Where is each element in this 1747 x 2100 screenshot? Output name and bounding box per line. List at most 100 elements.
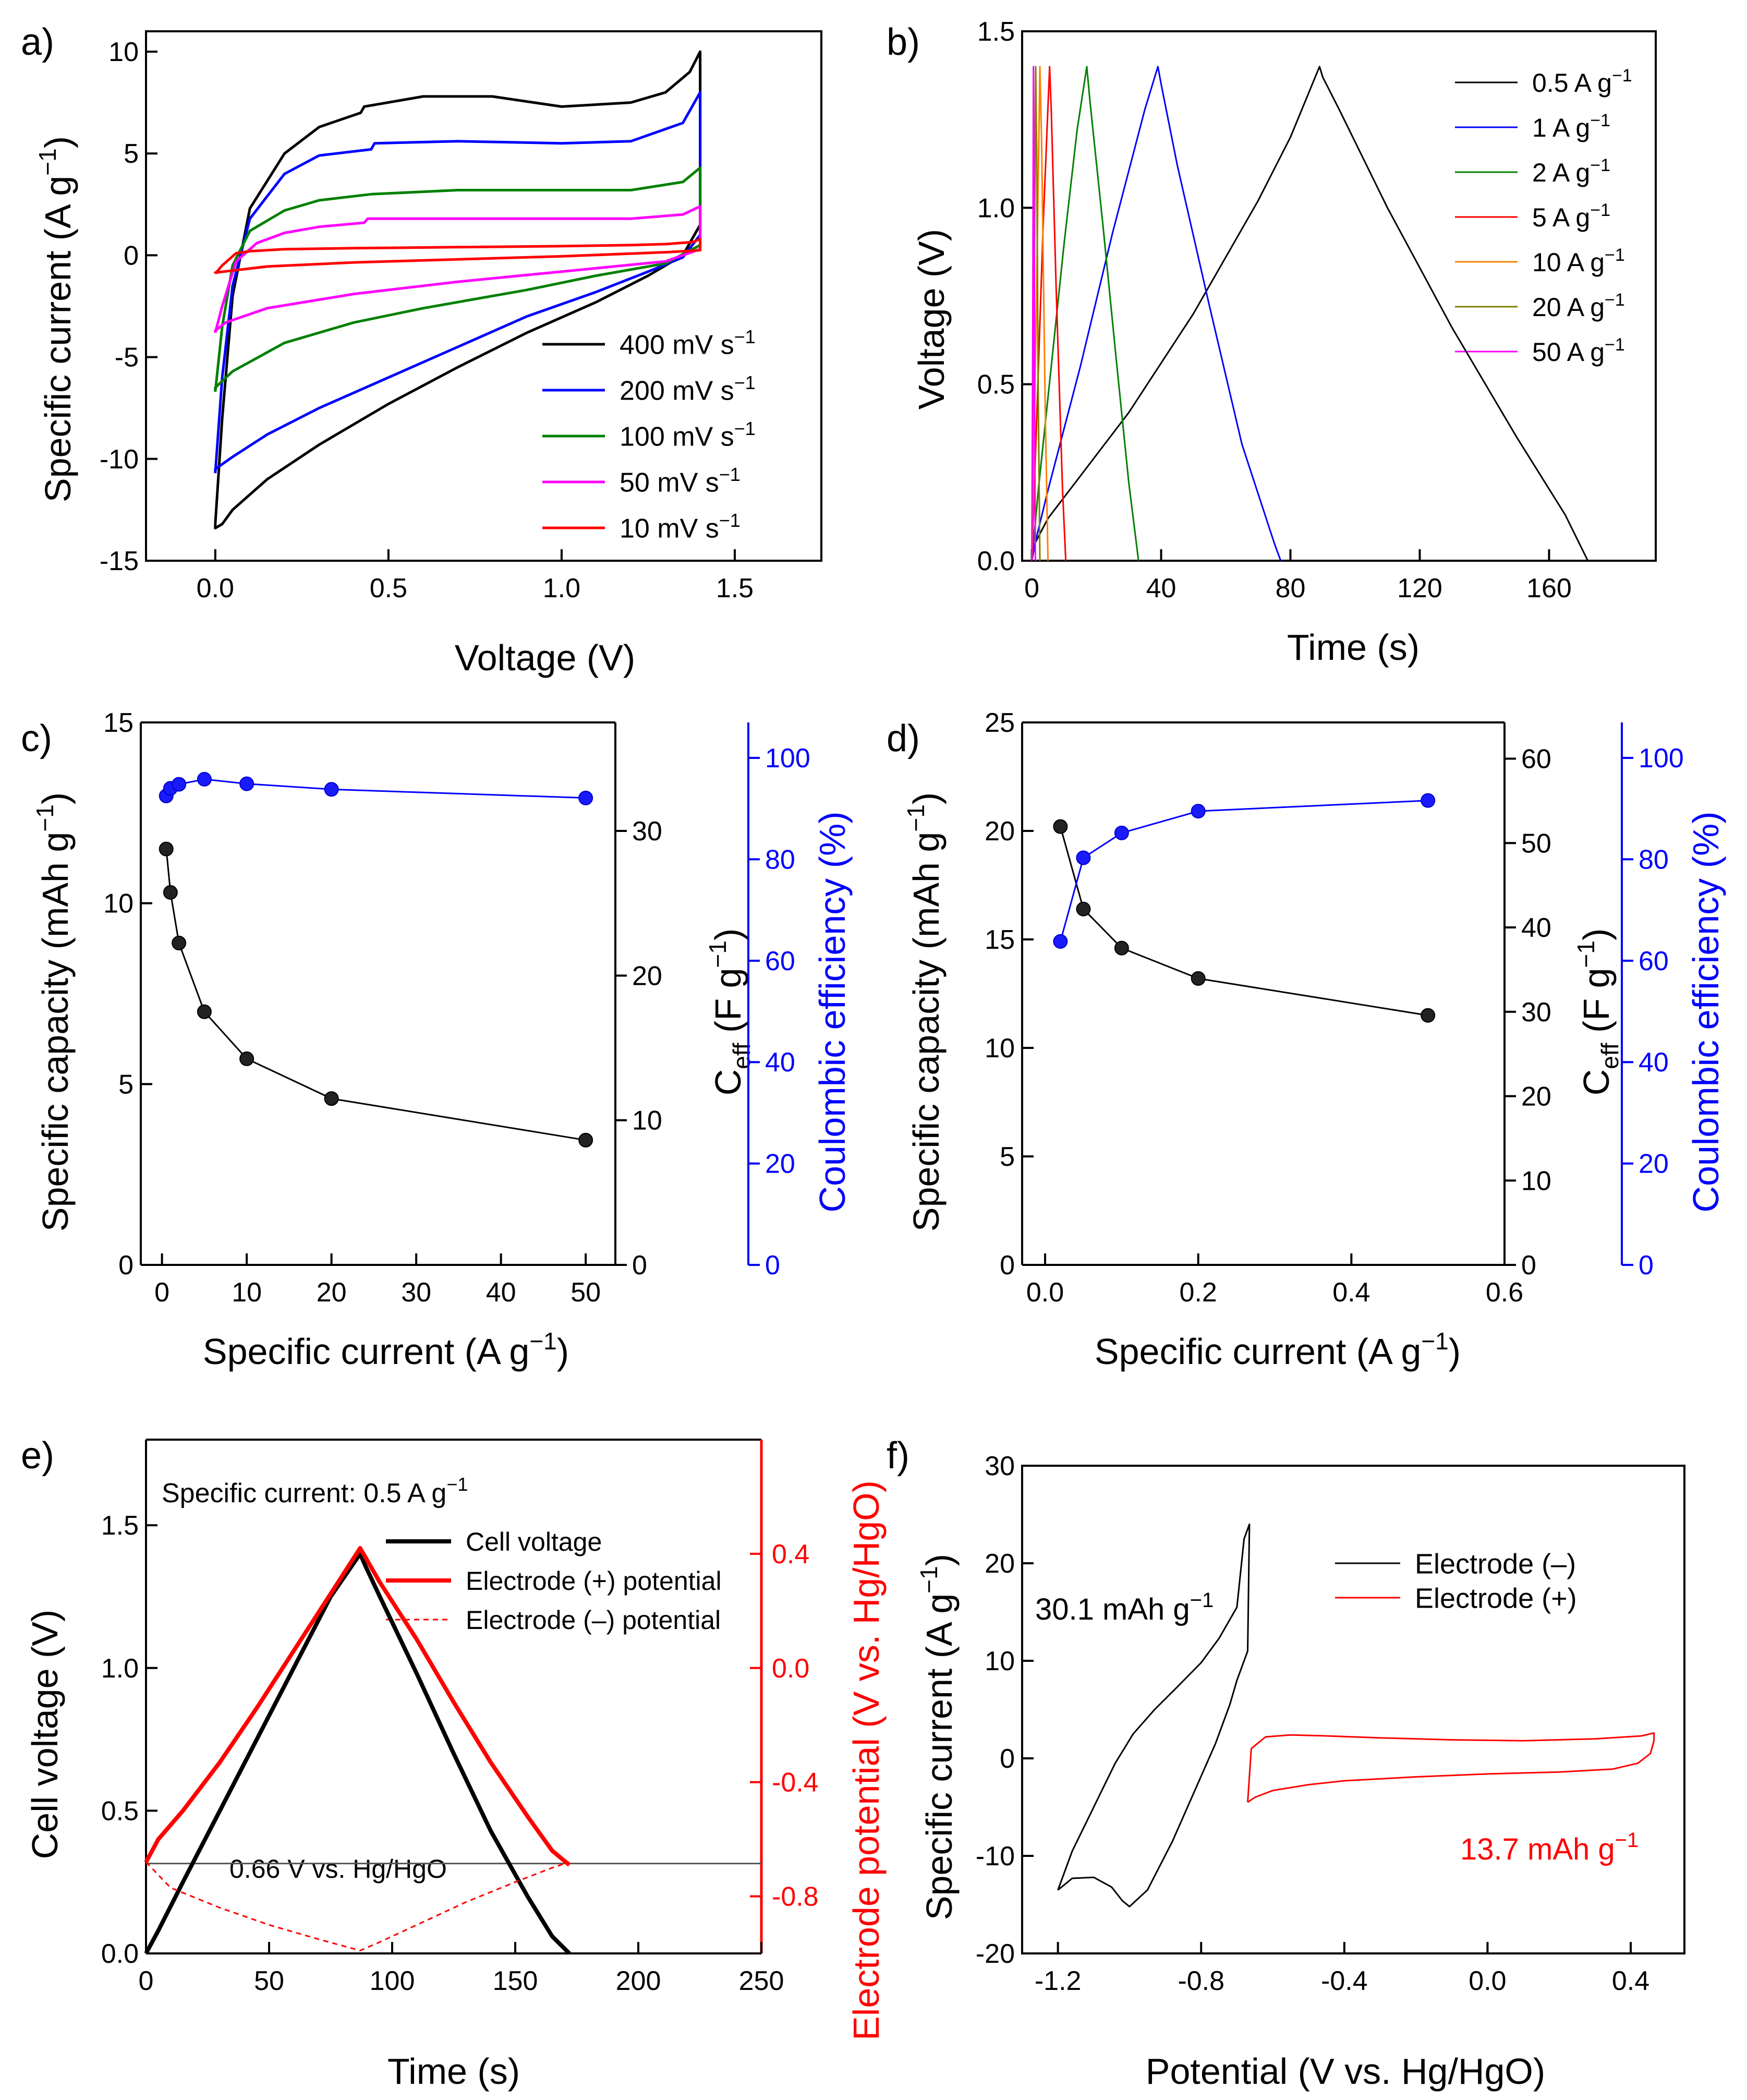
panel-c-efficiency-point [197,771,212,787]
panel-c-ytick-label-ceff: 10 [632,1106,662,1136]
panel-a-legend-entry: 400 mV s−1 [620,326,756,360]
panel-f-plot-frame [1021,1465,1685,1954]
panel-e-ytick-label: 0.0 [101,1939,139,1969]
panel-d-xtick-label: 0.4 [1332,1277,1370,1308]
panel-d-ytick-label-ceff: 0 [1521,1250,1536,1281]
panel-e-reference-label: 0.66 V vs. Hg/HgO [229,1854,447,1884]
panel-a-ytick-label: 5 [124,139,139,169]
panel-a-ylabel: Specific current (A g−1) [34,136,78,502]
panel-b-legend-entry: 1 A g−1 [1532,111,1610,142]
panel-a-legend-entry: 10 mV s−1 [620,510,741,544]
panel-d-capacity-point [1421,1008,1436,1023]
panel-f-series-line [1057,1523,1251,1908]
panel-b-ytick-label: 1.0 [977,193,1015,223]
panel-e-current-annotation: Specific current: 0.5 A g−1 [162,1474,468,1508]
panel-f-ytick-label: 0 [1000,1744,1015,1774]
panel-d-ylabel-ceff: Ceff (F g−1) [1572,928,1623,1096]
panel-a-series-line [214,50,702,529]
panel-c-capacity-point [159,841,174,856]
panel-d-label: d) [887,718,920,759]
panel-e-legend-entry: Electrode (+) potential [466,1566,722,1596]
panel-c-efficiency-point [578,790,593,805]
panel-b-xlabel: Time (s) [1287,627,1420,668]
panel-c-ylabel-efficiency: Coulombic efficiency (%) [812,812,853,1213]
panel-e-ylabel-right: Electrode potential (V vs. Hg/HgO) [846,1480,887,2041]
panel-a-ytick-label: -15 [100,546,139,576]
panel-e-ytick-label-right: 0.4 [772,1539,809,1570]
panel-d-ytick-label-ceff: 40 [1521,913,1551,943]
panel-d-efficiency-point [1076,850,1091,865]
panel-c-ytick-label: 15 [103,708,134,738]
panel-c-ytick-label-ceff: 0 [632,1250,647,1281]
panel-d-capacity-point [1053,819,1068,834]
panel-a-legend-entry: 100 mV s−1 [620,418,756,452]
panel-e-xtick-label: 0 [139,1966,154,1996]
panel-e-legend: Cell voltage Electrode (+) potential Elect… [386,1527,722,1635]
panel-b-plot-frame [1021,30,1657,562]
panel-e-ytick-label: 1.0 [101,1654,139,1684]
panel-d-ytick-label-ceff: 50 [1521,828,1551,859]
panel-c-xtick-label: 20 [317,1277,347,1308]
panel-d-efficiency-point [1114,825,1129,840]
panel-b-ytick-label: 0.5 [977,370,1015,400]
panel-b-legend-entry: 10 A g−1 [1532,245,1625,277]
panel-d-capacity-point [1076,901,1091,916]
panel-d-efficiency-point [1421,793,1436,808]
panel-a-label: a) [21,21,54,63]
panel-f-legend-entry: Electrode (–) [1415,1548,1576,1579]
panel-e-ytick-label: 1.5 [101,1511,139,1541]
panel-b-legend-entry: 50 A g−1 [1532,335,1625,367]
panel-b-gcd-curves: b) Time (s) Voltage (V) 0.5 A g−1 1 A g−1… [887,17,1657,668]
panel-a-legend: 400 mV s−1 200 mV s−1 100 mV s−1 50 mV s−1 1… [542,326,756,544]
panel-f-three-electrode-cv: f) Potential (V vs. Hg/HgO) Specific cur… [887,1435,1685,2092]
panel-e-legend-entry: Electrode (–) potential [466,1606,721,1635]
panel-d-ytick-label-efficiency: 100 [1639,743,1684,774]
panel-d-ytick-label: 10 [985,1033,1015,1064]
panel-b-xtick-label: 80 [1276,573,1306,604]
panel-a-series-line [214,91,702,474]
panel-d-xtick-label: 0.6 [1486,1277,1523,1308]
panel-c-capacity-efficiency: c) Specific current (A g−1) Specific cap… [21,708,853,1372]
panel-d-ylabel: Specific capacity (mAh g−1) [902,792,947,1232]
panel-a-xtick-label: 1.0 [543,573,580,604]
panel-f-ylabel: Specific current (A g−1) [915,1554,960,1920]
panel-c-ytick-label-ceff: 30 [632,816,662,847]
panel-f-capacity-negative: 30.1 mAh g−1 [1035,1589,1214,1626]
panel-d-ytick-label-ceff: 20 [1521,1082,1551,1112]
panel-c-efficiency-point [324,782,339,797]
panel-c-ytick-label: 10 [103,889,134,919]
panel-d-efficiency-point [1191,804,1206,819]
panel-c-capacity-point [163,885,178,900]
panel-c-ytick-label: 0 [118,1250,134,1281]
panel-a-series-line [214,166,702,392]
panel-a-legend-entry: 50 mV s−1 [620,464,741,498]
panel-d-ytick-label-ceff: 30 [1521,997,1551,1028]
panel-c-xtick-label: 30 [401,1277,431,1308]
panel-e-xtick-label: 250 [739,1966,784,1996]
panel-e-ytick-label-right: 0.0 [772,1654,809,1684]
panel-d-ytick-label: 25 [985,708,1015,738]
panel-d-ytick-label-efficiency: 80 [1639,844,1669,875]
panel-e-xtick-label: 200 [616,1966,661,1996]
panel-b-series-line [1031,66,1036,561]
panel-d-ytick-label-ceff: 60 [1521,744,1551,775]
panel-b-xtick-label: 0 [1024,573,1039,604]
panel-c-efficiency-point [239,776,254,791]
panel-f-capacity-positive: 13.7 mAh g−1 [1460,1829,1639,1866]
panel-a-series-line [214,205,702,333]
panel-c-ytick-label-efficiency: 40 [765,1047,795,1078]
panel-e-series-line [144,1551,571,1955]
panel-c-ytick-label-efficiency: 60 [765,946,795,976]
panel-d-capacity-point [1114,940,1129,956]
panel-b-series-line [1031,66,1589,561]
panel-a-xlabel: Voltage (V) [455,637,635,678]
panel-a-series-line [214,237,702,275]
panel-d-xtick-label: 0.0 [1026,1277,1064,1308]
panel-c-ytick-label: 5 [118,1069,134,1100]
panel-c-xtick-label: 10 [232,1277,262,1308]
panel-b-legend-entry: 20 A g−1 [1532,290,1625,322]
panel-b-series-line [1031,66,1282,561]
panel-f-label: f) [887,1435,909,1477]
